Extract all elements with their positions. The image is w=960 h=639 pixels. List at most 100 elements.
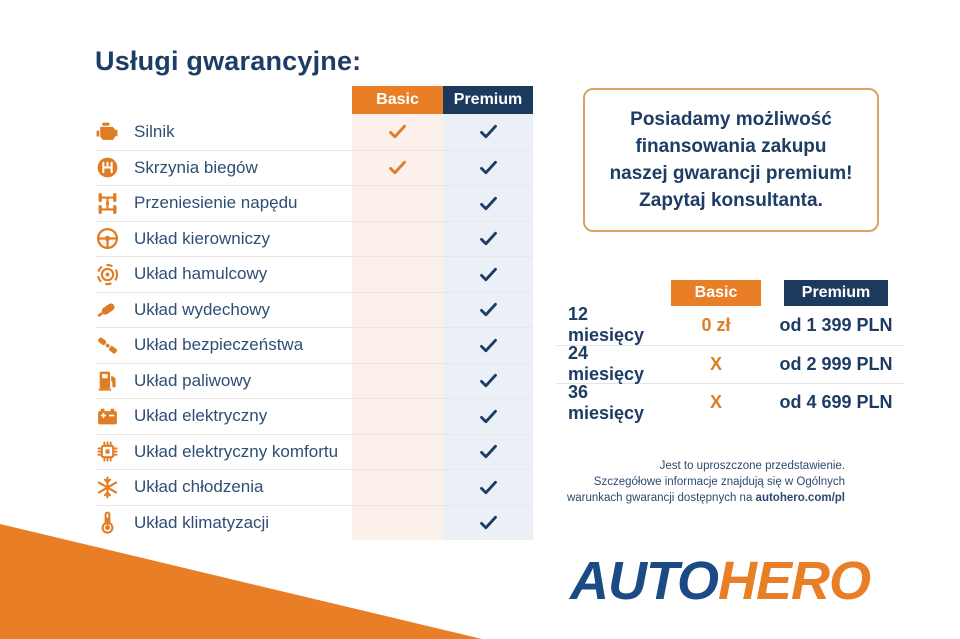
service-label-cell: Układ paliwowy — [95, 364, 352, 399]
service-row: Układ paliwowy — [95, 362, 533, 399]
premium-cell — [443, 292, 533, 327]
checkmark-icon — [478, 299, 499, 320]
fuel-pump-icon — [95, 368, 120, 393]
checkmark-icon — [478, 157, 499, 178]
service-row: Przeniesienie napędu — [95, 185, 533, 221]
disclaimer-link: autohero.com/pl — [755, 492, 845, 504]
checkmark-icon — [478, 512, 499, 533]
premium-cell — [443, 186, 533, 221]
basic-cell — [352, 292, 443, 327]
service-label-cell: Przeniesienie napędu — [95, 186, 352, 221]
service-label: Układ kierowniczy — [134, 228, 271, 248]
basic-cell — [352, 221, 443, 256]
checkmark-icon — [478, 477, 499, 498]
service-label: Układ chłodzenia — [134, 477, 264, 497]
disclaimer: Jest to uproszczone przedstawienie. Szcze… — [485, 458, 845, 506]
pricing-premium-value: od 2 999 PLN — [779, 353, 893, 374]
brake-disc-icon — [95, 262, 120, 287]
page-title: Usługi gwarancyjne: — [95, 46, 362, 76]
orange-corner-decoration — [0, 524, 482, 639]
basic-cell — [352, 114, 443, 150]
checkmark-icon — [478, 335, 499, 356]
basic-cell — [352, 399, 443, 434]
snowflake-icon — [95, 475, 120, 500]
checkmark-icon — [478, 264, 499, 285]
premium-cell — [443, 434, 533, 469]
promo-box: Posiadamy możliwość finansowania zakupu na… — [583, 88, 879, 232]
pricing-period: 24 miesięcy — [568, 343, 645, 385]
column-header-basic: Basic — [352, 86, 443, 114]
service-label: Układ paliwowy — [134, 370, 252, 390]
premium-cell — [443, 328, 533, 363]
checkmark-icon — [478, 193, 499, 214]
service-label-cell: Układ elektryczny — [95, 399, 352, 434]
service-row: Skrzynia biegów — [95, 149, 533, 186]
checkmark-icon — [478, 441, 499, 462]
basic-cell — [352, 434, 443, 469]
premium-cell — [443, 399, 533, 434]
service-label-cell: Układ hamulcowy — [95, 257, 352, 292]
service-label: Skrzynia biegów — [134, 157, 258, 177]
logo-hero-part: HERO — [718, 551, 871, 611]
service-row: Układ hamulcowy — [95, 256, 533, 292]
pricing-column-header-basic: Basic — [671, 280, 761, 306]
basic-cell — [352, 505, 443, 540]
pricing-row: 12 miesięcy 0 zł od 1 399 PLN — [556, 304, 904, 346]
premium-cell — [443, 114, 533, 150]
service-row: Układ chłodzenia — [95, 469, 533, 505]
pricing-table: Basic Premium 12 miesięcy 0 zł od 1 399 PL… — [556, 280, 904, 423]
service-label: Układ klimatyzacji — [134, 512, 270, 532]
service-row: Układ wydechowy — [95, 291, 533, 328]
premium-cell — [443, 257, 533, 292]
basic-cell — [352, 328, 443, 363]
pricing-basic-value: X — [709, 392, 722, 413]
checkmark-icon — [478, 228, 499, 249]
disclaimer-line-1: Jest to uproszczone przedstawienie. — [659, 460, 845, 472]
exhaust-icon — [95, 297, 120, 322]
services-rows: Silnik Skrzynia biegów Przeniesienie napęd… — [95, 114, 533, 540]
header-spacer — [95, 86, 352, 114]
services-table: Basic Premium Silnik Skrzynia biegów Przen… — [95, 86, 533, 540]
checkmark-icon — [387, 121, 408, 142]
premium-cell — [443, 505, 533, 540]
pricing-basic-value: X — [709, 353, 722, 374]
pricing-period: 12 miesięcy — [568, 304, 645, 346]
service-label-cell: Skrzynia biegów — [95, 151, 352, 186]
gearbox-icon — [95, 155, 120, 180]
service-row: Układ klimatyzacji — [95, 504, 533, 540]
service-row: Układ elektryczny — [95, 398, 533, 434]
service-label: Układ elektryczny komfortu — [134, 441, 339, 461]
promo-text: Posiadamy możliwość finansowania zakupu na… — [609, 109, 853, 211]
premium-cell — [443, 470, 533, 505]
checkmark-icon — [478, 406, 499, 427]
chip-icon — [95, 439, 120, 464]
service-label-cell: Układ bezpieczeństwa — [95, 328, 352, 363]
disclaimer-line-2: Szczegółowe informacje znajdują się w Og… — [593, 476, 845, 488]
thermometer-icon — [95, 510, 120, 535]
service-label-cell: Układ elektryczny komfortu — [95, 435, 352, 470]
basic-cell — [352, 186, 443, 221]
steering-wheel-icon — [95, 226, 120, 251]
premium-cell — [443, 221, 533, 256]
basic-cell — [352, 257, 443, 292]
checkmark-icon — [478, 121, 499, 142]
basic-cell — [352, 363, 443, 398]
battery-icon — [95, 404, 120, 429]
service-row: Układ elektryczny komfortu — [95, 433, 533, 470]
basic-cell — [352, 470, 443, 505]
service-row: Silnik — [95, 114, 533, 150]
pricing-basic-value: 0 zł — [701, 314, 731, 335]
pricing-table-header: Basic Premium — [556, 280, 904, 306]
service-label-cell: Układ wydechowy — [95, 293, 352, 328]
service-label: Przeniesienie napędu — [134, 193, 298, 213]
service-label: Silnik — [134, 121, 175, 141]
service-label: Układ wydechowy — [134, 299, 271, 319]
column-header-premium: Premium — [443, 86, 533, 114]
service-row: Układ kierowniczy — [95, 220, 533, 256]
service-row: Układ bezpieczeństwa — [95, 327, 533, 363]
seatbelt-icon — [95, 333, 120, 358]
service-label-cell: Silnik — [95, 114, 352, 150]
